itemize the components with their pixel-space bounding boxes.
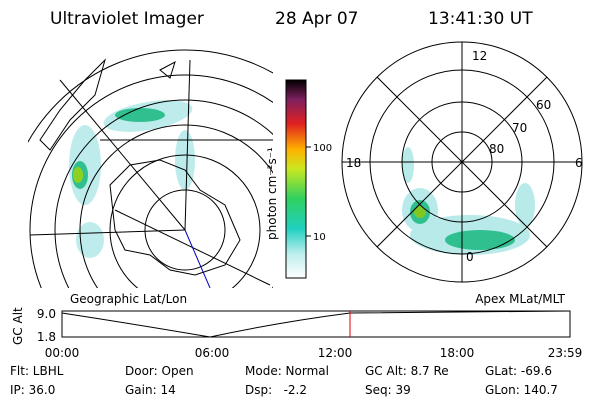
y-tick-label: 9.0: [37, 307, 56, 321]
colorbar-tick: 10: [313, 232, 326, 243]
polar-labels: 12 60 70 80 18 6 0: [346, 49, 583, 264]
status-field: Dsp: -2.2: [245, 383, 307, 397]
x-tick-label: 23:59: [548, 346, 583, 360]
status-field: GLon: 140.7: [485, 383, 558, 397]
mlt-label: 18: [346, 156, 361, 170]
map-label: Apex MLat/MLT: [475, 292, 565, 306]
title: Ultraviolet Imager: [50, 9, 204, 29]
mlt-label: 6: [575, 156, 583, 170]
x-tick-label: 18:00: [440, 346, 475, 360]
colorbar-tick: 100: [313, 143, 332, 154]
status-field: IP: 36.0: [10, 383, 55, 397]
status-field: Door: Open: [125, 364, 194, 378]
colorbar: [285, 79, 307, 279]
mlt-label: 12: [472, 49, 487, 63]
altitude-curve: [61, 310, 571, 338]
geographic-map: [28, 49, 273, 288]
mlat-label: 80: [489, 142, 504, 156]
time: 13:41:30 UT: [428, 9, 533, 29]
date: 28 Apr 07: [275, 9, 358, 29]
map-label: Geographic Lat/Lon: [70, 292, 187, 306]
status-field: Gain: 14: [125, 383, 176, 397]
status-field: Mode: Normal: [245, 364, 329, 378]
polar-image: [402, 147, 535, 255]
y-tick-label: 1.8: [37, 330, 56, 344]
status-field: Seq: 39: [365, 383, 411, 397]
status-field: GC Alt: 8.7 Re: [365, 364, 449, 378]
x-tick-label: 00:00: [45, 346, 80, 360]
mlat-label: 70: [512, 121, 527, 135]
status-field: Flt: LBHL: [10, 364, 64, 378]
footer: Flt: LBHL Door: Open Mode: Normal GC Alt: 8…: [10, 364, 558, 397]
polar-grid: [341, 41, 583, 283]
mlt-label: 0: [466, 250, 474, 264]
x-tick-label: 12:00: [318, 346, 353, 360]
altitude-plot: [61, 310, 571, 338]
x-tick-label: 06:00: [195, 346, 230, 360]
y-label: GC Alt: [11, 307, 25, 345]
mlat-label: 60: [536, 98, 551, 112]
status-field: GLat: -69.6: [485, 364, 552, 378]
colorbar-label: photon cm⁻²s⁻¹: [265, 147, 279, 240]
